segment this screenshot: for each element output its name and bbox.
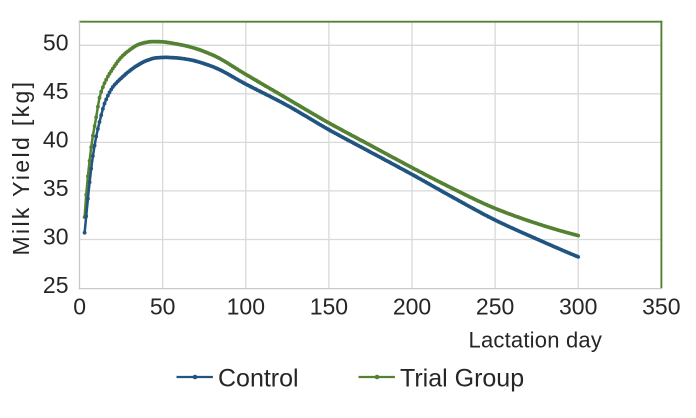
svg-text:25: 25: [43, 272, 69, 298]
svg-text:200: 200: [393, 294, 431, 320]
svg-text:0: 0: [73, 294, 86, 320]
svg-text:250: 250: [476, 294, 514, 320]
svg-text:Control: Control: [218, 365, 299, 393]
svg-text:45: 45: [43, 78, 69, 104]
svg-text:35: 35: [43, 175, 69, 201]
svg-text:Lactation day: Lactation day: [469, 328, 602, 353]
svg-text:300: 300: [559, 294, 597, 320]
svg-text:30: 30: [43, 224, 69, 250]
svg-text:Trial Group: Trial Group: [400, 365, 524, 393]
svg-text:100: 100: [227, 294, 265, 320]
svg-text:350: 350: [642, 294, 680, 320]
svg-text:50: 50: [150, 294, 176, 320]
svg-text:50: 50: [43, 30, 69, 56]
svg-text:40: 40: [43, 127, 69, 153]
svg-text:Milk Yield [kg]: Milk Yield [kg]: [8, 80, 34, 256]
svg-text:150: 150: [310, 294, 348, 320]
